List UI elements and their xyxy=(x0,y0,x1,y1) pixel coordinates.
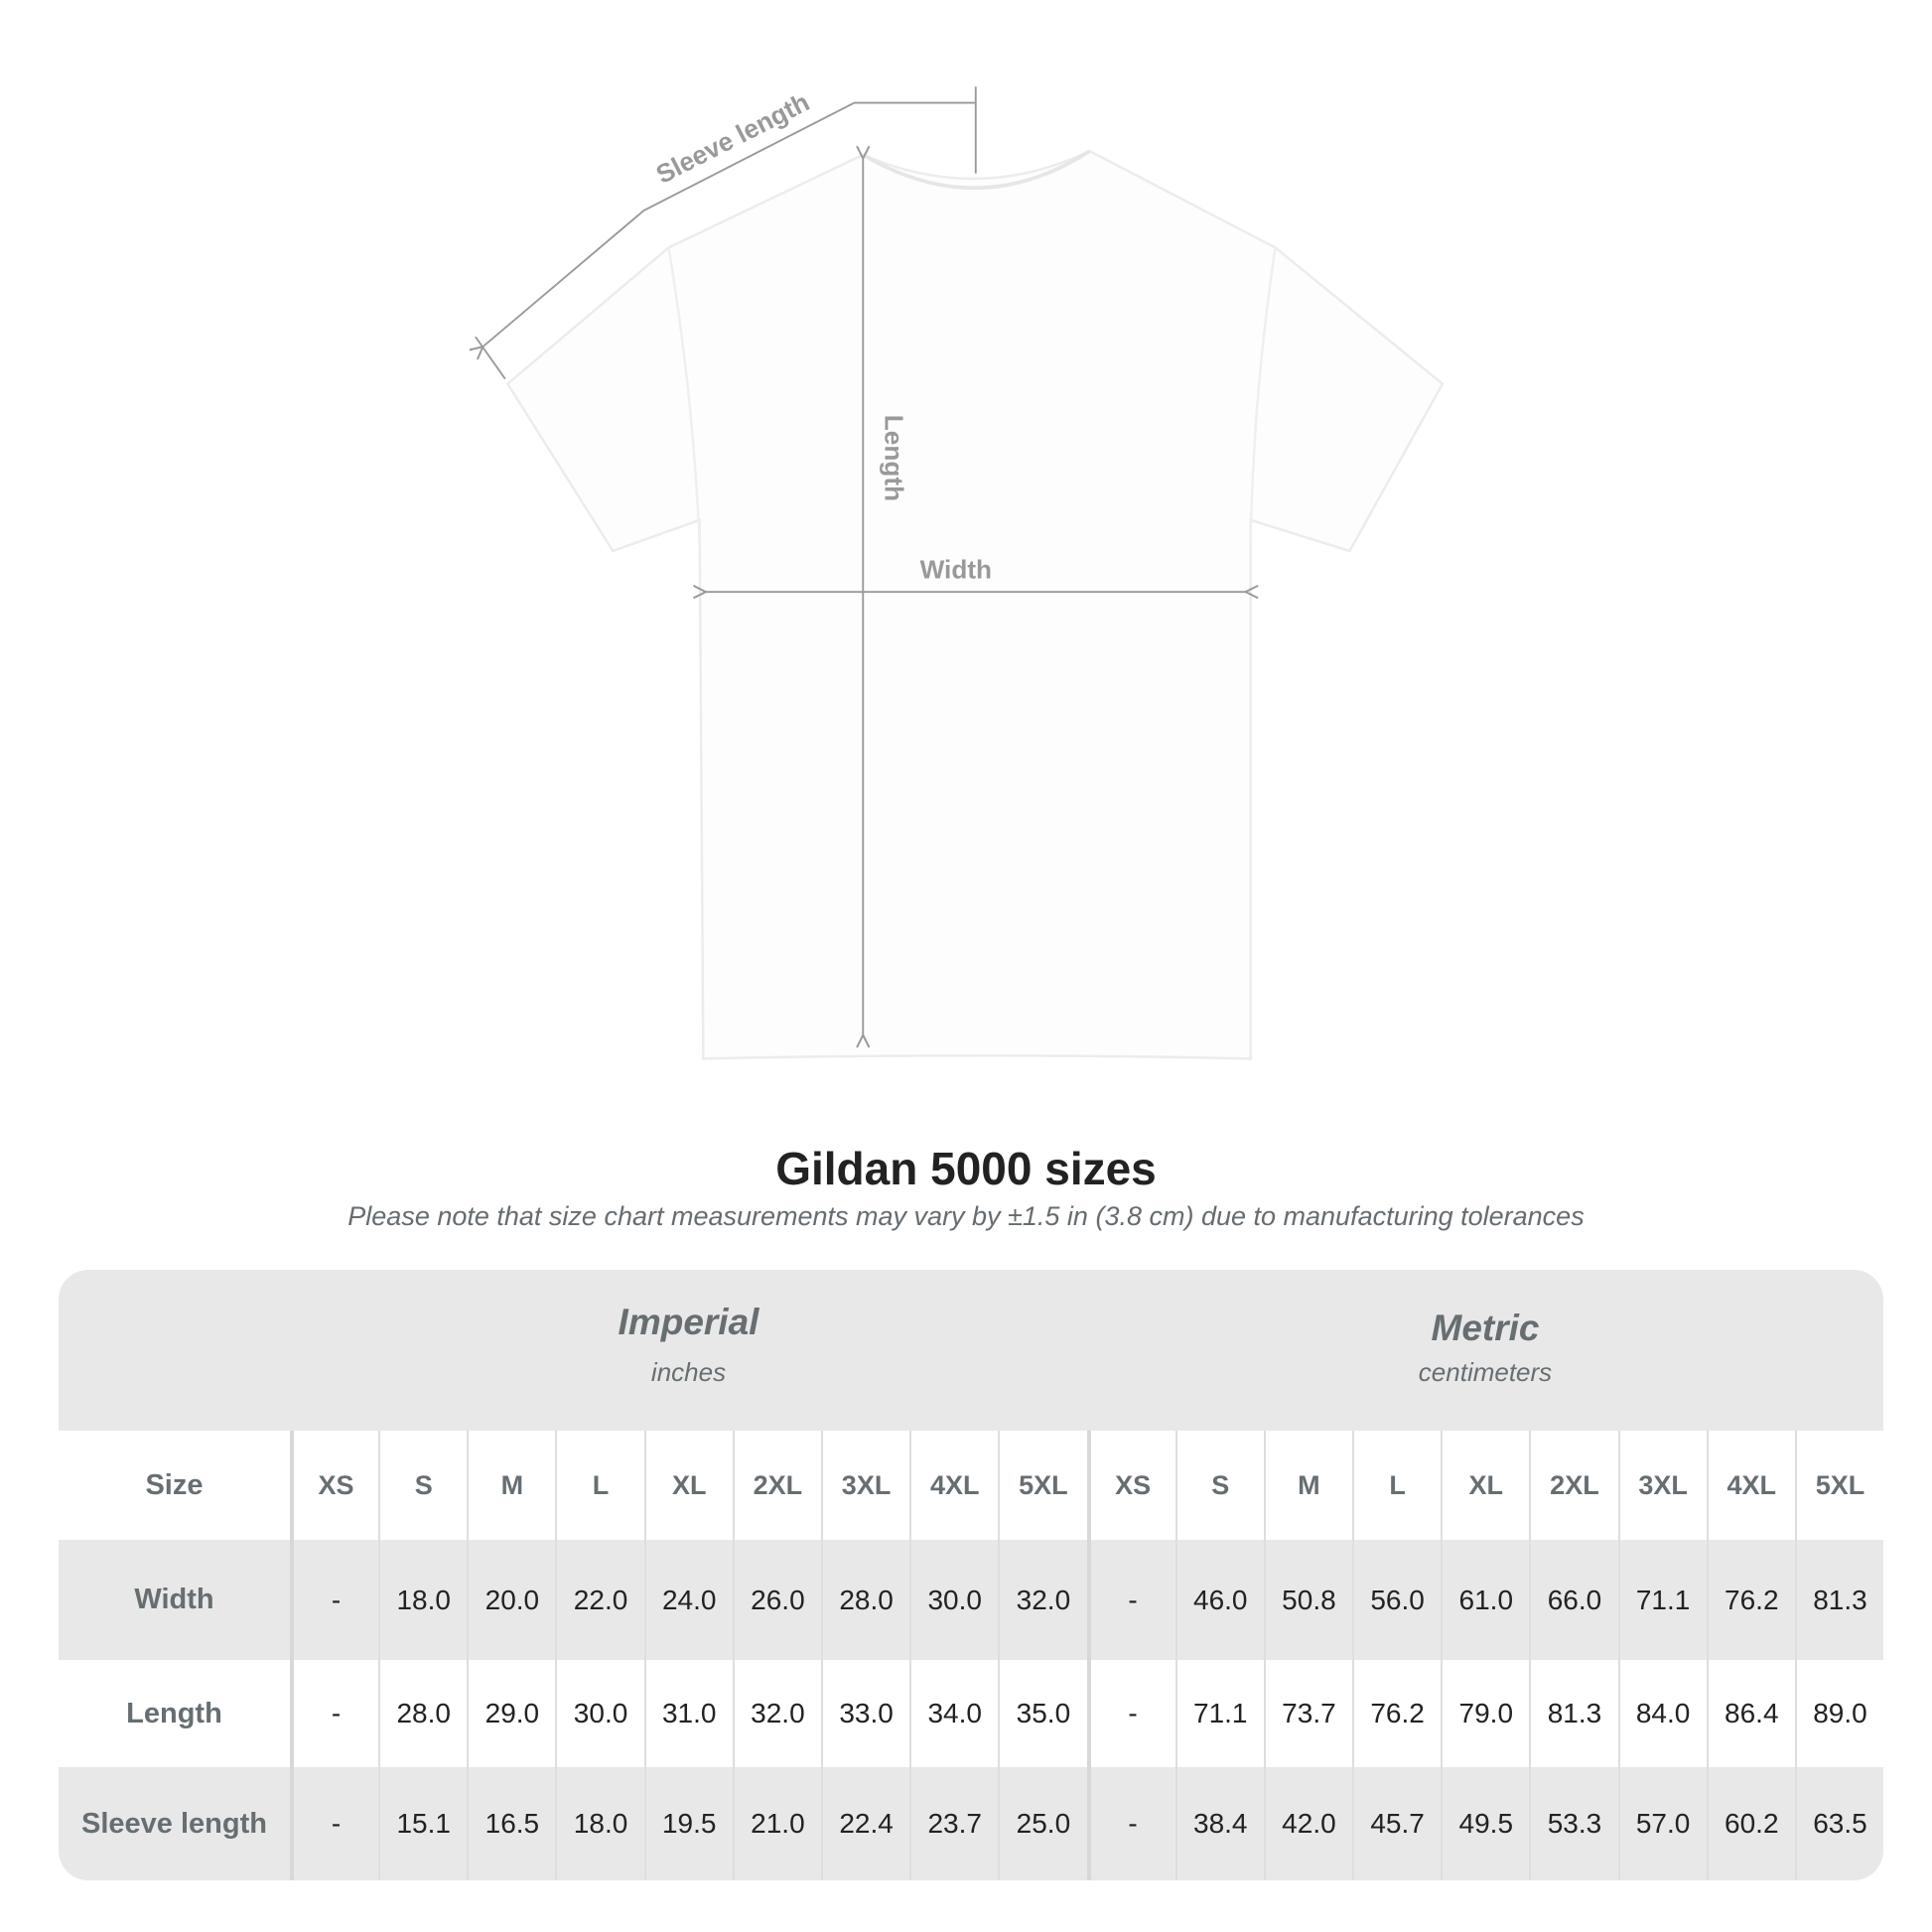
imperial-value: 32.0 xyxy=(998,1540,1086,1660)
row-label: Length xyxy=(126,1697,222,1729)
imperial-size-header: XL xyxy=(643,1431,733,1540)
imperial-value: 25.0 xyxy=(998,1767,1086,1880)
metric-value: 86.4 xyxy=(1706,1660,1795,1767)
imperial-value: 32.0 xyxy=(732,1660,821,1767)
tshirt-diagram: Sleeve length Length Width xyxy=(0,86,1445,1060)
metric-header: Metric centimeters xyxy=(1087,1308,1883,1388)
imperial-value: 22.4 xyxy=(820,1767,909,1880)
metric-value: 71.1 xyxy=(1174,1660,1264,1767)
imperial-size-header: 2XL xyxy=(732,1431,821,1540)
imperial-value: 28.0 xyxy=(820,1540,909,1660)
metric-value: 56.0 xyxy=(1352,1540,1441,1660)
page-title: Gildan 5000 sizes xyxy=(775,1143,1157,1194)
imperial-value: 21.0 xyxy=(732,1767,821,1880)
imperial-value: 31.0 xyxy=(643,1660,733,1767)
row-label: Width xyxy=(134,1584,214,1615)
metric-value: 50.8 xyxy=(1263,1540,1352,1660)
metric-value: 61.0 xyxy=(1441,1540,1529,1660)
imperial-value: 24.0 xyxy=(643,1540,733,1660)
metric-value: - xyxy=(1086,1767,1175,1880)
table-header-band xyxy=(59,1270,1883,1431)
width-label: Width xyxy=(920,554,992,584)
metric-value: 53.3 xyxy=(1529,1767,1617,1880)
metric-value: 46.0 xyxy=(1174,1540,1264,1660)
imperial-value: 26.0 xyxy=(732,1540,821,1660)
imperial-value: 15.1 xyxy=(378,1767,467,1880)
tshirt-shape xyxy=(505,149,1445,1060)
metric-value: 79.0 xyxy=(1441,1660,1529,1767)
tolerance-note: Please note that size chart measurements… xyxy=(347,1201,1585,1231)
metric-value: 45.7 xyxy=(1352,1767,1441,1880)
sleeve-length-measure xyxy=(476,86,977,380)
imperial-value: 18.0 xyxy=(555,1767,643,1880)
imperial-title: Imperial xyxy=(618,1302,759,1342)
size-header-row: Size XS S M L XL 2XL 3XL 4XL 5XL XS S M L XL 2XL 3XL 4XL 5… xyxy=(59,1431,1883,1540)
metric-value: 49.5 xyxy=(1441,1767,1529,1880)
imperial-size-header: S xyxy=(378,1431,467,1540)
imperial-size-header: XS xyxy=(289,1431,378,1540)
metric-size-header: M xyxy=(1263,1431,1352,1540)
imperial-value: - xyxy=(289,1660,378,1767)
imperial-value: 30.0 xyxy=(909,1540,998,1660)
imperial-value: 23.7 xyxy=(909,1767,998,1880)
imperial-value: 20.0 xyxy=(467,1540,555,1660)
size-table: Imperial inches Metric centimeters Size X… xyxy=(59,1270,1883,1880)
metric-value: 73.7 xyxy=(1263,1660,1352,1767)
imperial-value: 30.0 xyxy=(555,1660,643,1767)
sleeve-length-label: Sleeve length xyxy=(651,86,814,189)
imperial-size-header: M xyxy=(467,1431,555,1540)
metric-value: 57.0 xyxy=(1617,1767,1707,1880)
imperial-size-header: 5XL xyxy=(998,1431,1086,1540)
metric-size-header: XS xyxy=(1086,1431,1175,1540)
imperial-size-header: 4XL xyxy=(909,1431,998,1540)
metric-value: - xyxy=(1086,1540,1175,1660)
metric-value: 76.2 xyxy=(1352,1660,1441,1767)
imperial-value: 33.0 xyxy=(820,1660,909,1767)
imperial-value: 19.5 xyxy=(643,1767,733,1880)
metric-value: 81.3 xyxy=(1529,1660,1617,1767)
table-row: Sleeve length -15.1 16.5 18.0 19.5 21.0 22.4 23… xyxy=(59,1767,1883,1880)
metric-value: 60.2 xyxy=(1706,1767,1795,1880)
imperial-value: 34.0 xyxy=(909,1660,998,1767)
metric-size-header: S xyxy=(1174,1431,1264,1540)
metric-value: 81.3 xyxy=(1794,1540,1883,1660)
metric-size-header: 4XL xyxy=(1706,1431,1795,1540)
imperial-value: 18.0 xyxy=(378,1540,467,1660)
imperial-value: 28.0 xyxy=(378,1660,467,1767)
metric-size-header: 5XL xyxy=(1794,1431,1883,1540)
imperial-value: - xyxy=(289,1540,378,1660)
size-label: Size xyxy=(145,1468,204,1501)
metric-size-header: XL xyxy=(1441,1431,1529,1540)
length-label: Length xyxy=(880,415,909,501)
table-row: Width -18.0 20.0 22.0 24.0 26.0 28.0 30.0 32.0-4… xyxy=(59,1540,1883,1660)
metric-value: 71.1 xyxy=(1617,1540,1707,1660)
table-row: Length -28.0 29.0 30.0 31.0 32.0 33.0 34.0 35.0-… xyxy=(59,1660,1883,1767)
imperial-value: 29.0 xyxy=(467,1660,555,1767)
metric-value: 42.0 xyxy=(1263,1767,1352,1880)
imperial-size-header: 3XL xyxy=(820,1431,909,1540)
imperial-value: 35.0 xyxy=(998,1660,1086,1767)
imperial-value: 22.0 xyxy=(555,1540,643,1660)
metric-value: 76.2 xyxy=(1706,1540,1795,1660)
row-label: Sleeve length xyxy=(80,1807,267,1840)
metric-title: Metric xyxy=(1431,1308,1540,1348)
metric-value: 84.0 xyxy=(1617,1660,1707,1767)
metric-value: 89.0 xyxy=(1794,1660,1883,1767)
metric-size-header: 3XL xyxy=(1617,1431,1707,1540)
imperial-size-header: L xyxy=(555,1431,643,1540)
metric-value: 38.4 xyxy=(1174,1767,1264,1880)
imperial-value: - xyxy=(289,1767,378,1880)
metric-value: - xyxy=(1086,1660,1175,1767)
metric-size-header: L xyxy=(1352,1431,1441,1540)
imperial-header: Imperial inches xyxy=(290,1302,1087,1388)
imperial-unit: inches xyxy=(650,1357,727,1387)
metric-value: 63.5 xyxy=(1794,1767,1883,1880)
imperial-value: 16.5 xyxy=(467,1767,555,1880)
metric-size-header: 2XL xyxy=(1529,1431,1617,1540)
metric-value: 66.0 xyxy=(1529,1540,1617,1660)
metric-unit: centimeters xyxy=(1418,1357,1553,1387)
